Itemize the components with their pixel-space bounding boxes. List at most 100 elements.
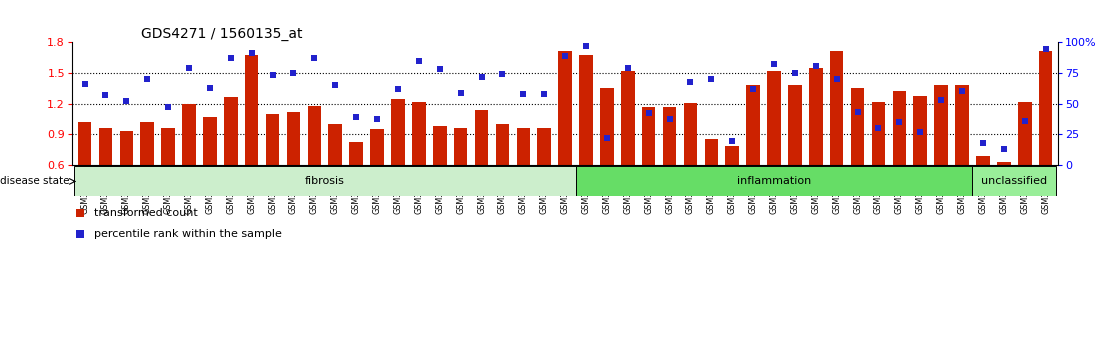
Bar xyxy=(747,85,760,165)
Bar xyxy=(955,85,968,165)
Bar xyxy=(516,128,530,165)
Bar xyxy=(287,112,300,165)
Point xyxy=(389,86,407,92)
Bar xyxy=(976,156,989,165)
Point xyxy=(222,56,239,61)
Point xyxy=(577,43,595,49)
Bar xyxy=(74,166,575,196)
Point xyxy=(912,129,930,135)
Bar xyxy=(454,128,468,165)
Point xyxy=(243,51,260,56)
Point xyxy=(1037,46,1055,51)
Bar xyxy=(245,55,258,165)
Text: percentile rank within the sample: percentile rank within the sample xyxy=(94,229,281,239)
Point xyxy=(514,91,532,97)
Point xyxy=(452,90,470,95)
Bar xyxy=(433,126,447,165)
Point xyxy=(556,53,574,59)
Point xyxy=(766,62,783,67)
Bar xyxy=(788,85,802,165)
Text: GDS4271 / 1560135_at: GDS4271 / 1560135_at xyxy=(141,28,302,41)
Point xyxy=(807,63,824,69)
Bar xyxy=(349,142,363,165)
Point xyxy=(71,231,89,237)
Bar xyxy=(412,102,425,165)
Text: fibrosis: fibrosis xyxy=(305,176,345,187)
Bar xyxy=(391,99,404,165)
Point xyxy=(493,72,511,77)
Bar xyxy=(224,97,237,165)
Bar xyxy=(973,166,1056,196)
Point xyxy=(138,76,156,82)
Point xyxy=(849,109,866,115)
Text: inflammation: inflammation xyxy=(737,176,811,187)
Bar xyxy=(1018,102,1032,165)
Bar xyxy=(601,88,614,165)
Text: disease state: disease state xyxy=(0,176,70,187)
Bar xyxy=(558,51,572,165)
Point xyxy=(473,74,491,80)
Point xyxy=(181,65,198,71)
Point xyxy=(974,140,992,145)
Point xyxy=(745,86,762,92)
Point xyxy=(368,116,386,122)
Point xyxy=(891,119,909,125)
Point xyxy=(201,85,218,91)
Point xyxy=(619,65,637,71)
Point xyxy=(160,104,177,110)
Point xyxy=(71,210,89,216)
Point xyxy=(932,97,950,103)
Point xyxy=(264,73,281,78)
Point xyxy=(828,76,845,82)
Point xyxy=(995,146,1013,152)
Bar xyxy=(851,88,864,165)
Bar xyxy=(495,124,510,165)
Point xyxy=(870,125,888,131)
Bar xyxy=(913,96,927,165)
Bar xyxy=(575,166,973,196)
Text: transformed count: transformed count xyxy=(94,208,197,218)
Point xyxy=(660,116,678,122)
Bar xyxy=(642,107,656,165)
Bar xyxy=(997,161,1010,165)
Bar xyxy=(934,85,948,165)
Point xyxy=(786,70,803,76)
Point xyxy=(285,70,302,76)
Text: unclassified: unclassified xyxy=(982,176,1047,187)
Bar xyxy=(120,131,133,165)
Bar xyxy=(266,114,279,165)
Bar xyxy=(537,128,551,165)
Bar xyxy=(872,102,885,165)
Point xyxy=(96,92,114,98)
Point xyxy=(347,114,365,120)
Bar xyxy=(162,128,175,165)
Bar xyxy=(579,55,593,165)
Bar xyxy=(308,105,321,165)
Bar xyxy=(370,129,383,165)
Bar xyxy=(663,107,676,165)
Point xyxy=(724,138,741,144)
Bar xyxy=(1039,51,1053,165)
Bar xyxy=(684,103,697,165)
Point xyxy=(306,56,324,61)
Point xyxy=(953,88,971,94)
Bar xyxy=(203,117,217,165)
Bar xyxy=(620,71,635,165)
Bar xyxy=(182,104,196,165)
Bar xyxy=(78,122,91,165)
Bar xyxy=(830,51,843,165)
Point xyxy=(702,76,720,82)
Point xyxy=(117,98,135,104)
Bar xyxy=(767,71,781,165)
Point xyxy=(431,67,449,72)
Point xyxy=(639,110,657,116)
Bar xyxy=(99,128,112,165)
Bar xyxy=(893,91,906,165)
Bar xyxy=(141,122,154,165)
Point xyxy=(75,81,93,87)
Point xyxy=(327,82,345,88)
Bar xyxy=(705,139,718,165)
Point xyxy=(410,58,428,64)
Bar xyxy=(328,124,342,165)
Point xyxy=(681,79,699,84)
